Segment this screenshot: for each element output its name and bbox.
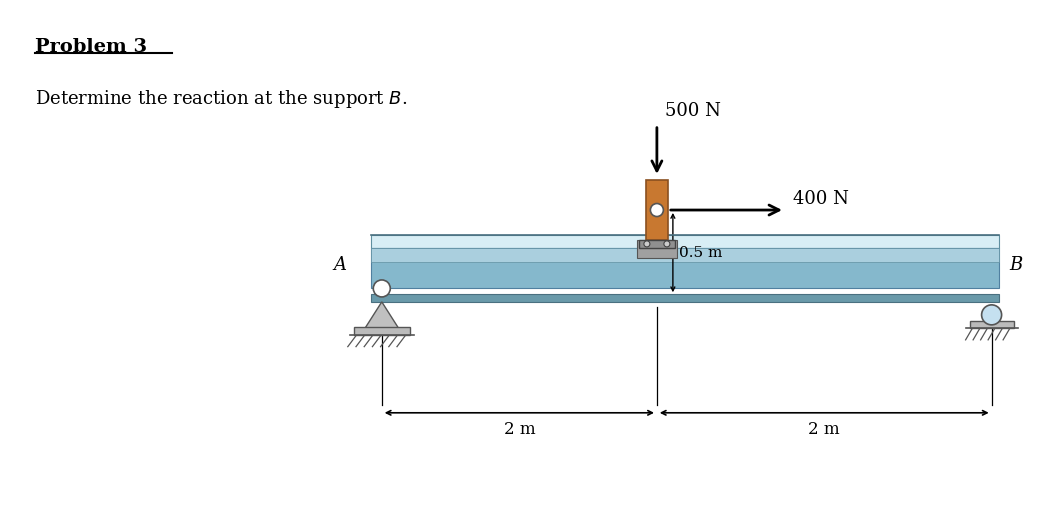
Text: 500 N: 500 N	[665, 102, 721, 120]
Circle shape	[373, 280, 390, 297]
Text: 400 N: 400 N	[793, 190, 848, 208]
Text: 2 m: 2 m	[809, 421, 840, 438]
Text: Problem 3: Problem 3	[35, 38, 147, 56]
Bar	[371, 248, 999, 262]
Circle shape	[664, 241, 669, 247]
Bar	[371, 235, 999, 248]
Text: 0.5 m: 0.5 m	[679, 246, 722, 260]
Text: Determine the reaction at the support $B$.: Determine the reaction at the support $B…	[35, 88, 407, 110]
Circle shape	[644, 241, 650, 247]
Bar	[371, 248, 999, 288]
Bar	[970, 321, 1014, 328]
Bar	[639, 240, 675, 248]
Circle shape	[981, 305, 1002, 325]
Text: B: B	[1009, 256, 1023, 275]
Polygon shape	[362, 302, 402, 333]
Bar	[637, 240, 677, 259]
Text: 2 m: 2 m	[503, 421, 536, 438]
Text: A: A	[334, 256, 347, 275]
Bar	[354, 327, 410, 335]
Circle shape	[651, 203, 663, 217]
Bar	[371, 294, 999, 302]
Bar	[645, 180, 668, 240]
